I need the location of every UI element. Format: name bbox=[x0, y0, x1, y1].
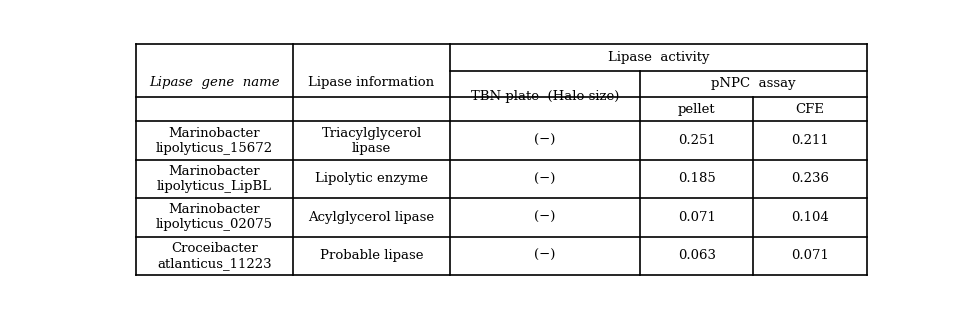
Text: 0.251: 0.251 bbox=[677, 134, 715, 147]
Text: pellet: pellet bbox=[677, 103, 715, 116]
Text: 0.185: 0.185 bbox=[677, 173, 715, 185]
Text: Lipase  activity: Lipase activity bbox=[607, 51, 708, 64]
Text: Acylglycerol lipase: Acylglycerol lipase bbox=[308, 211, 434, 224]
Text: 0.236: 0.236 bbox=[790, 173, 828, 185]
Text: pNPC  assay: pNPC assay bbox=[710, 77, 795, 90]
Text: Probable lipase: Probable lipase bbox=[319, 249, 423, 262]
Text: Lipolytic enzyme: Lipolytic enzyme bbox=[315, 173, 428, 185]
Text: CFE: CFE bbox=[794, 103, 824, 116]
Text: Lipase information: Lipase information bbox=[308, 76, 434, 89]
Text: 0.063: 0.063 bbox=[677, 249, 715, 262]
Text: Marinobacter
lipolyticus_02075: Marinobacter lipolyticus_02075 bbox=[155, 204, 273, 231]
Text: 0.071: 0.071 bbox=[677, 211, 715, 224]
Text: (−): (−) bbox=[533, 249, 555, 262]
Text: Croceibacter
atlanticus_11223: Croceibacter atlanticus_11223 bbox=[157, 242, 272, 270]
Text: 0.211: 0.211 bbox=[790, 134, 828, 147]
Text: Marinobacter
lipolyticus_15672: Marinobacter lipolyticus_15672 bbox=[155, 127, 273, 155]
Text: Lipase  gene  name: Lipase gene name bbox=[149, 76, 279, 89]
Text: (−): (−) bbox=[533, 134, 555, 147]
Text: 0.071: 0.071 bbox=[790, 249, 828, 262]
Text: Triacylglycerol
lipase: Triacylglycerol lipase bbox=[321, 127, 421, 155]
Text: (−): (−) bbox=[533, 211, 555, 224]
Text: Marinobacter
lipolyticus_LipBL: Marinobacter lipolyticus_LipBL bbox=[156, 165, 272, 193]
Text: 0.104: 0.104 bbox=[790, 211, 828, 224]
Text: TBN plate  (Halo size): TBN plate (Halo size) bbox=[470, 89, 618, 102]
Text: (−): (−) bbox=[533, 173, 555, 185]
